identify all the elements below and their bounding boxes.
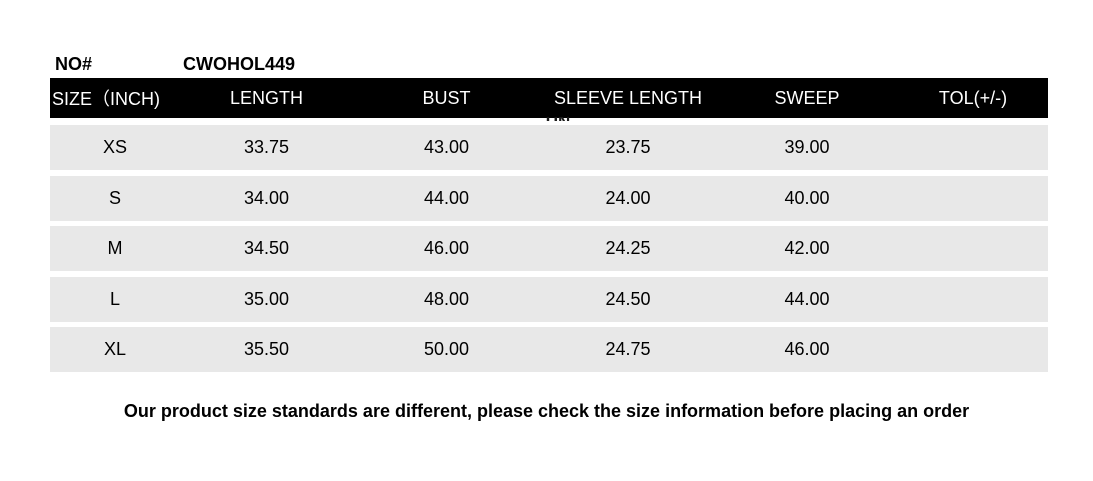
cell-sleeve-length: 24.50	[605, 288, 651, 309]
cell-sweep: 40.00	[784, 187, 830, 208]
table-row: M 34.50 46.00 24.25 42.00	[50, 226, 1048, 271]
cell-length: 33.75	[243, 137, 290, 157]
clipped-text-fragment: UN	[528, 117, 588, 121]
table-row: L 35.00 48.00 24.50 44.00	[50, 276, 1048, 322]
column-header-bust: BUST	[422, 87, 471, 108]
product-number-line: NO# CWOHOL449	[0, 52, 1093, 76]
size-disclaimer-note: Our product size standards are different…	[123, 401, 970, 421]
column-header-size: SIZE（INCH)	[52, 89, 160, 109]
column-header-tol: TOL(+/-)	[938, 87, 1008, 108]
product-number-value: CWOHOL449	[183, 54, 296, 74]
cell-sweep: 44.00	[784, 288, 830, 309]
cell-size: S	[108, 187, 121, 208]
cell-length: 35.50	[243, 339, 290, 359]
product-number-label: NO#	[55, 54, 93, 74]
cell-sleeve-length: 23.75	[605, 137, 651, 157]
cell-length: 34.00	[243, 187, 290, 208]
cell-size: M	[107, 238, 123, 258]
table-row: XS 33.75 43.00 23.75 39.00	[50, 125, 1048, 170]
column-header-sweep: SWEEP	[774, 87, 840, 108]
cell-size: XS	[102, 137, 127, 157]
cell-bust: 48.00	[423, 288, 470, 309]
cell-length: 34.50	[243, 238, 290, 258]
cell-sleeve-length: 24.25	[605, 238, 651, 258]
size-chart-table: SIZE（INCH) LENGTH BUST SLEEVE LENGTH SWE…	[50, 78, 1048, 372]
cell-sweep: 46.00	[784, 339, 830, 359]
cell-sweep: 39.00	[784, 137, 830, 157]
table-row: XL 35.50 50.00 24.75 46.00	[50, 327, 1048, 372]
column-header-sleeve-length: SLEEVE LENGTH	[553, 87, 703, 108]
cell-length: 35.00	[243, 288, 290, 309]
cell-sweep: 42.00	[784, 238, 830, 258]
cell-bust: 50.00	[423, 339, 470, 359]
cell-bust: 43.00	[423, 137, 470, 157]
cell-sleeve-length: 24.00	[605, 187, 651, 208]
cell-size: L	[109, 288, 120, 309]
table-header-row: SIZE（INCH) LENGTH BUST SLEEVE LENGTH SWE…	[50, 78, 1048, 121]
cell-sleeve-length: 24.75	[605, 339, 651, 359]
cell-bust: 46.00	[423, 238, 470, 258]
column-header-length: LENGTH	[229, 87, 303, 108]
cell-size: XL	[103, 339, 127, 359]
table-row: S 34.00 44.00 24.00 40.00	[50, 175, 1048, 221]
cell-bust: 44.00	[423, 187, 470, 208]
